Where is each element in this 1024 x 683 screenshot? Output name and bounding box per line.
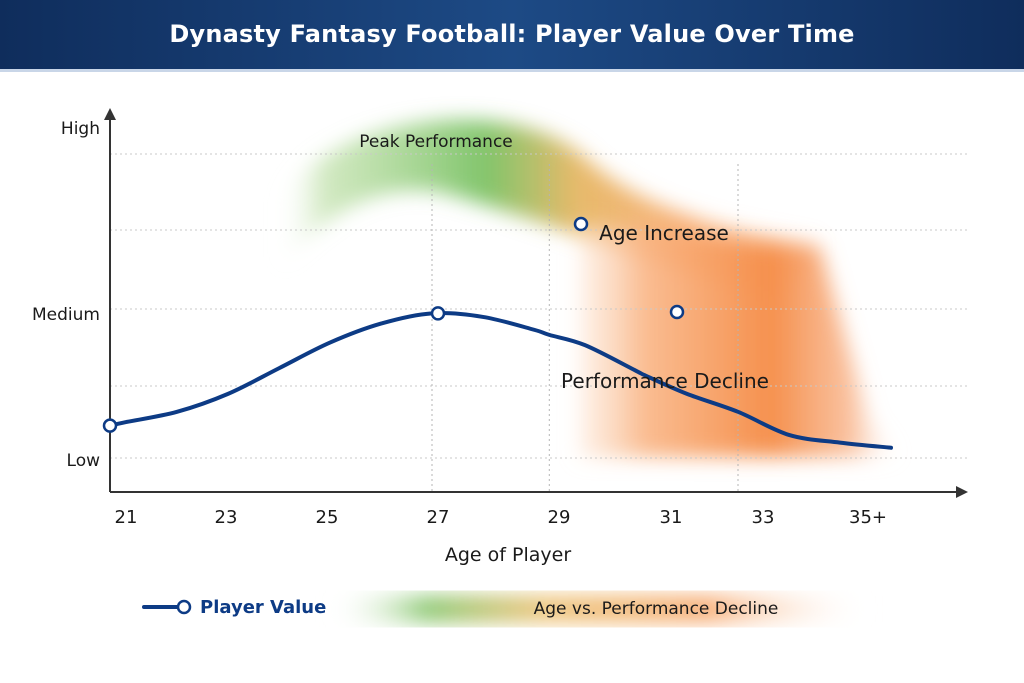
y-axis-arrow xyxy=(104,108,116,120)
y-tick-labels: Low Medium High xyxy=(32,119,100,471)
x-tick-label: 25 xyxy=(316,507,339,528)
y-tick-label: Medium xyxy=(32,305,100,325)
y-tick-label: Low xyxy=(67,451,101,471)
y-tick-label: High xyxy=(61,119,100,139)
legend: Player Value Age vs. Performance Decline xyxy=(142,596,870,622)
grid-lines xyxy=(110,153,968,459)
legend-label-player-value: Player Value xyxy=(200,597,326,618)
series-marker xyxy=(102,418,118,433)
annotation-performance-decline: Performance Decline xyxy=(561,369,769,393)
series-markers xyxy=(102,216,685,433)
x-tick-label: 21 xyxy=(115,507,138,528)
player-value-chart: 21 23 25 27 29 31 33 35+ Low Medium High Age of P… xyxy=(32,108,968,622)
x-tick-label: 27 xyxy=(427,507,450,528)
x-tick-label: 33 xyxy=(752,507,775,528)
annotation-age-increase: Age Increase xyxy=(599,221,729,245)
x-axis-label: Age of Player xyxy=(445,544,571,566)
series-marker xyxy=(430,306,446,321)
series-marker xyxy=(573,216,589,232)
legend-label-decline: Age vs. Performance Decline xyxy=(534,599,779,619)
x-tick-label: 31 xyxy=(660,507,683,528)
x-tick-label: 23 xyxy=(215,507,238,528)
x-axis-arrow xyxy=(956,486,968,498)
header-bar: Dynasty Fantasy Football: Player Value O… xyxy=(0,0,1024,72)
series-marker xyxy=(669,304,685,320)
player-value-line xyxy=(108,311,893,450)
legend-marker-swatch xyxy=(176,599,192,615)
decline-area xyxy=(580,222,900,457)
x-tick-label: 29 xyxy=(548,507,571,528)
x-tick-label: 35+ xyxy=(849,507,887,528)
annotation-peak-performance: Peak Performance xyxy=(359,132,513,152)
legend-gradient-swatch xyxy=(330,596,870,622)
chart-title: Dynasty Fantasy Football: Player Value O… xyxy=(169,20,855,48)
x-tick-labels: 21 23 25 27 29 31 33 35+ xyxy=(115,507,887,528)
